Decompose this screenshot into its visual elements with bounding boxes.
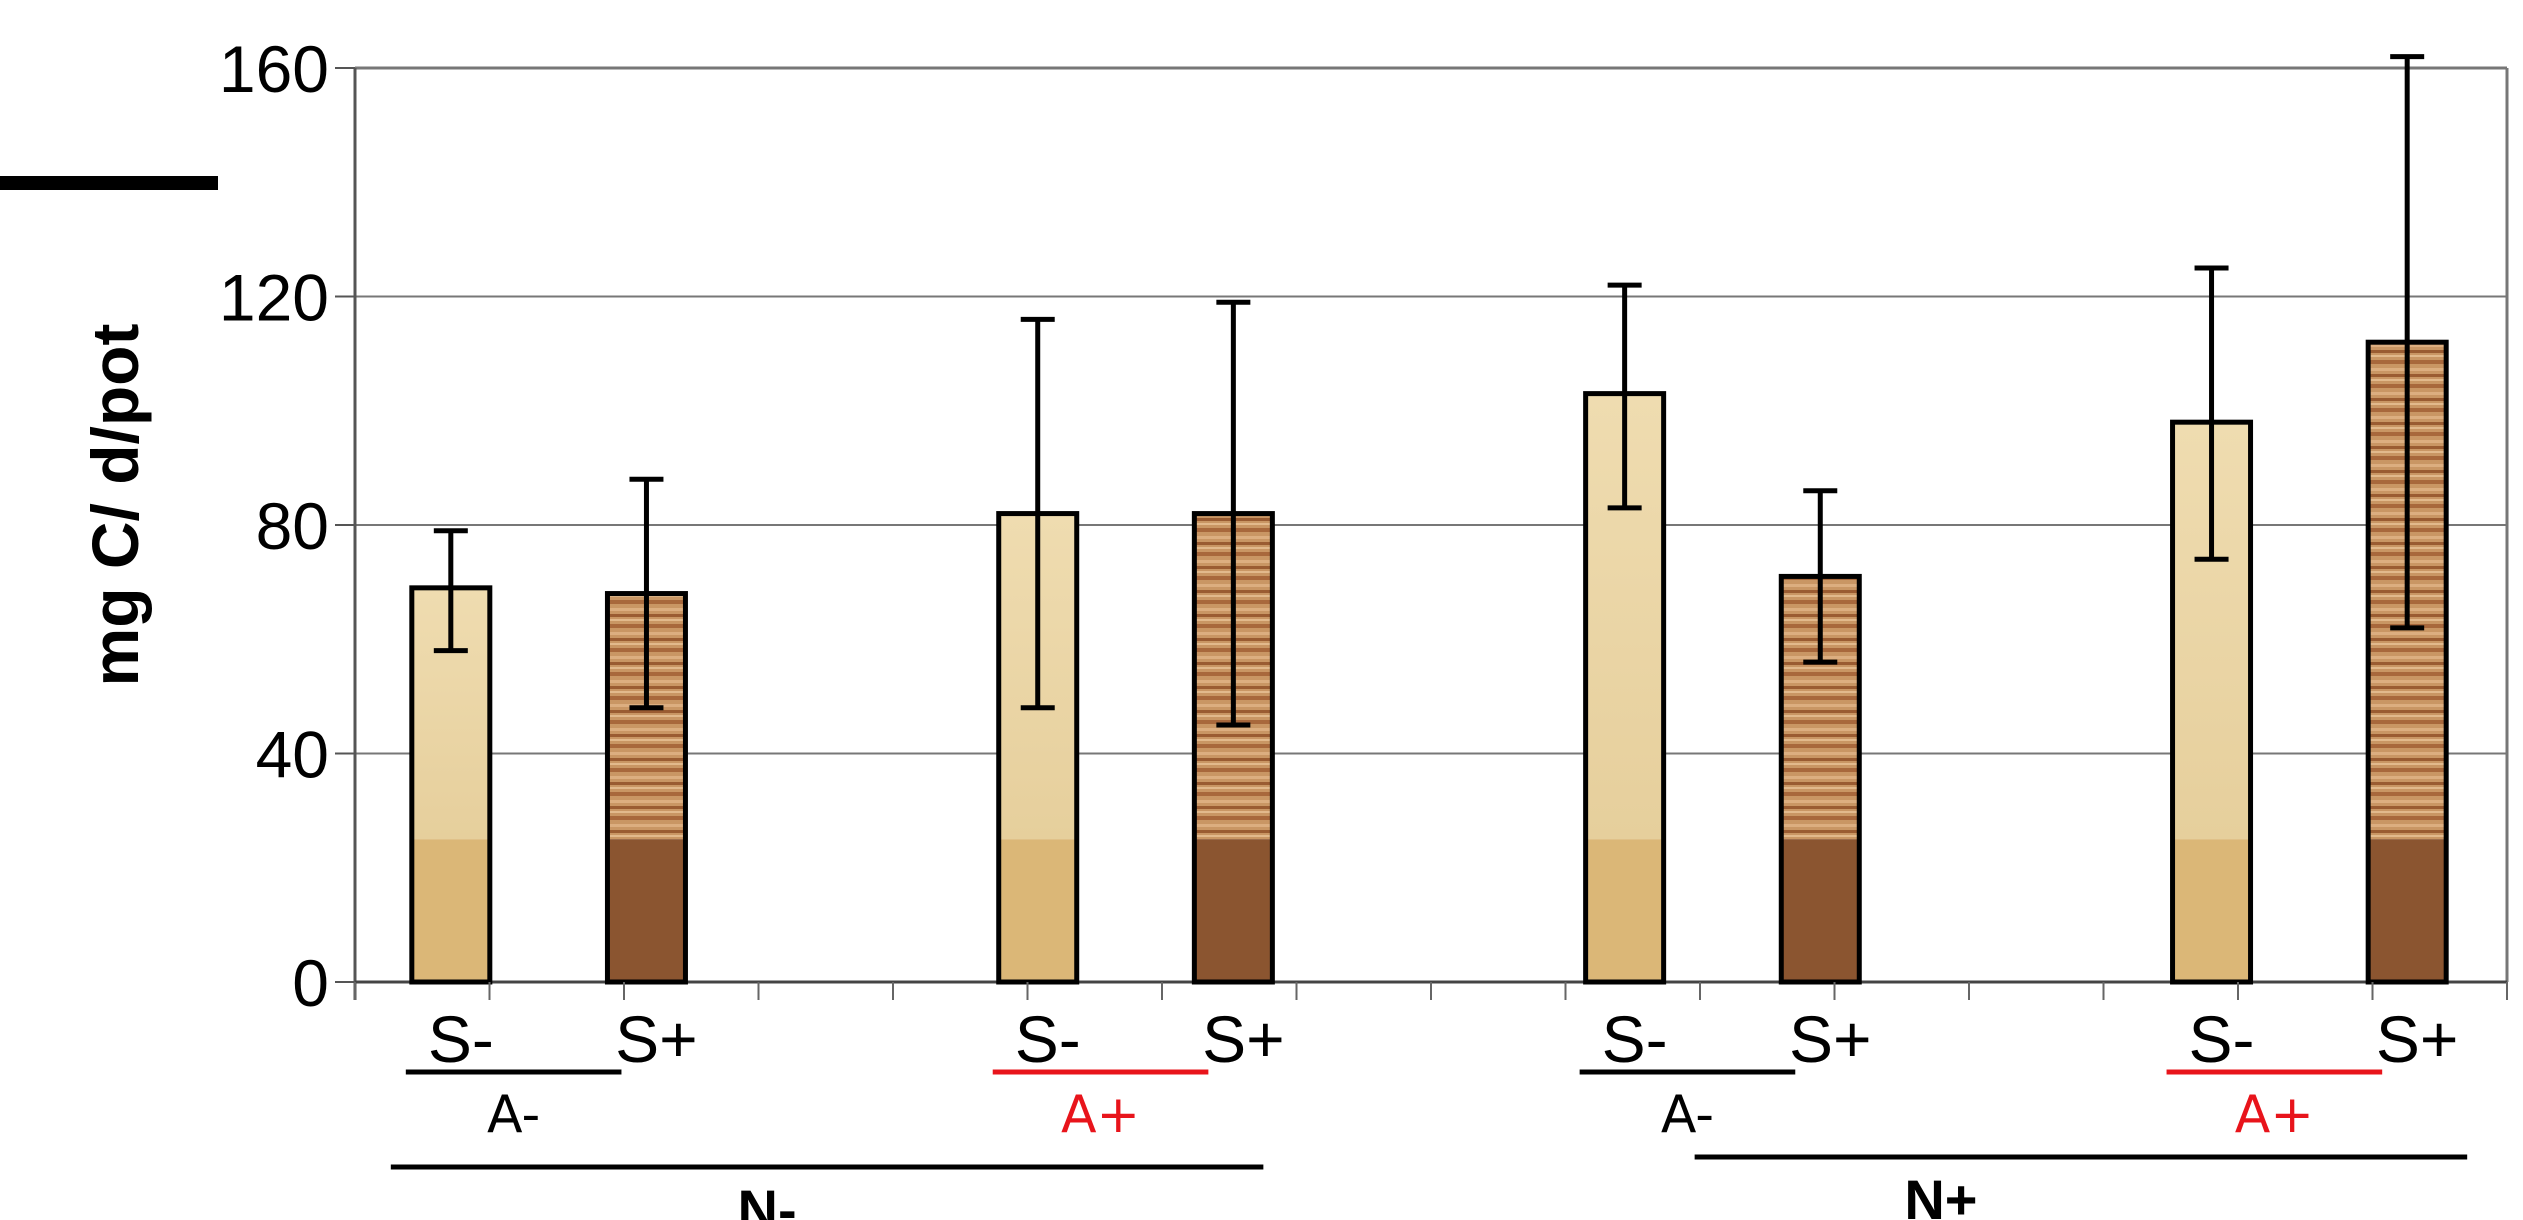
category-label: S+ (1789, 1002, 1872, 1076)
bar-base-segment (1194, 839, 1273, 982)
bar-base-segment (607, 839, 686, 982)
y-axis-decoration-bar (0, 176, 218, 190)
a-group-labels: A- A+ A- A+ (405, 1069, 2383, 1145)
bar-base-segment (1585, 839, 1664, 982)
a-group-label: A+ (1061, 1085, 1140, 1145)
grid-lines (355, 295, 2507, 755)
y-tick-label: 160 (219, 32, 329, 106)
bar-base-segment (2368, 839, 2447, 982)
category-label: S- (428, 1002, 494, 1076)
n-group-label: N+ (1904, 1168, 1977, 1220)
category-label: S+ (2376, 1002, 2459, 1076)
y-tick-label: 80 (256, 489, 329, 563)
category-label: S- (1602, 1002, 1668, 1076)
y-tick-label: 0 (292, 946, 329, 1020)
y-axis-label: mg C/ d/pot (78, 324, 152, 687)
category-label: S+ (1202, 1002, 1285, 1076)
category-label: S+ (615, 1002, 698, 1076)
a-group-label: A- (487, 1085, 540, 1145)
bar-base-segment (1781, 839, 1860, 982)
bars (409, 339, 2449, 985)
n-group-labels: N- N+ (390, 1154, 2468, 1220)
a-group-label: A+ (2235, 1085, 2314, 1145)
y-tick-label: 40 (256, 718, 329, 792)
category-label: S- (1015, 1002, 1081, 1076)
bar-base-segment (2172, 839, 2251, 982)
category-labels: S- S+ S- S+ S- S+ S- S+ (428, 1002, 2459, 1076)
x-axis-ticks (354, 982, 2508, 1000)
bar-base-segment (998, 839, 1077, 982)
bar-base-segment (411, 839, 490, 982)
a-group-label: A- (1661, 1085, 1714, 1145)
y-axis-ticks: 0 40 80 120 160 (219, 32, 355, 1020)
error-bars (433, 54, 2425, 728)
y-tick-label: 120 (219, 261, 329, 335)
n-group-label: N- (738, 1178, 797, 1220)
category-label: S- (2189, 1002, 2255, 1076)
